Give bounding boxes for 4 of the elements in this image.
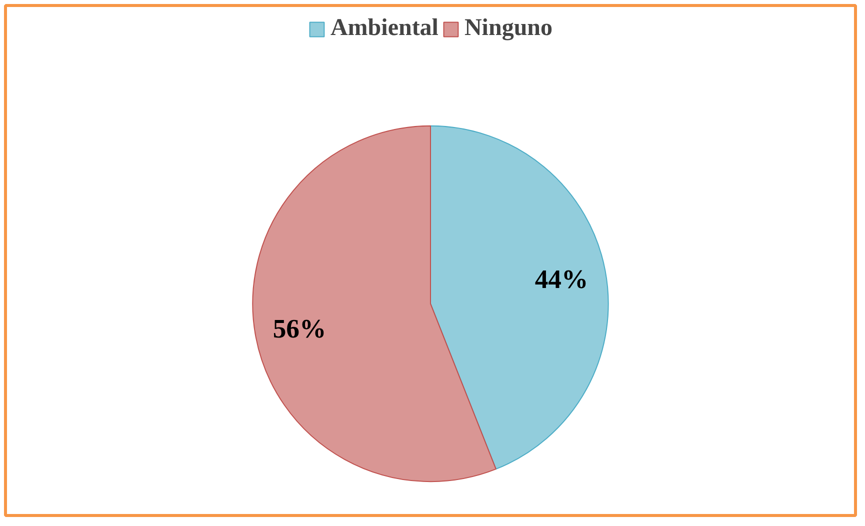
data-label: 56% — [272, 314, 326, 344]
legend-label: Ninguno — [464, 15, 553, 42]
legend-label: Ambiental — [330, 15, 438, 42]
data-label: 44% — [534, 264, 588, 294]
